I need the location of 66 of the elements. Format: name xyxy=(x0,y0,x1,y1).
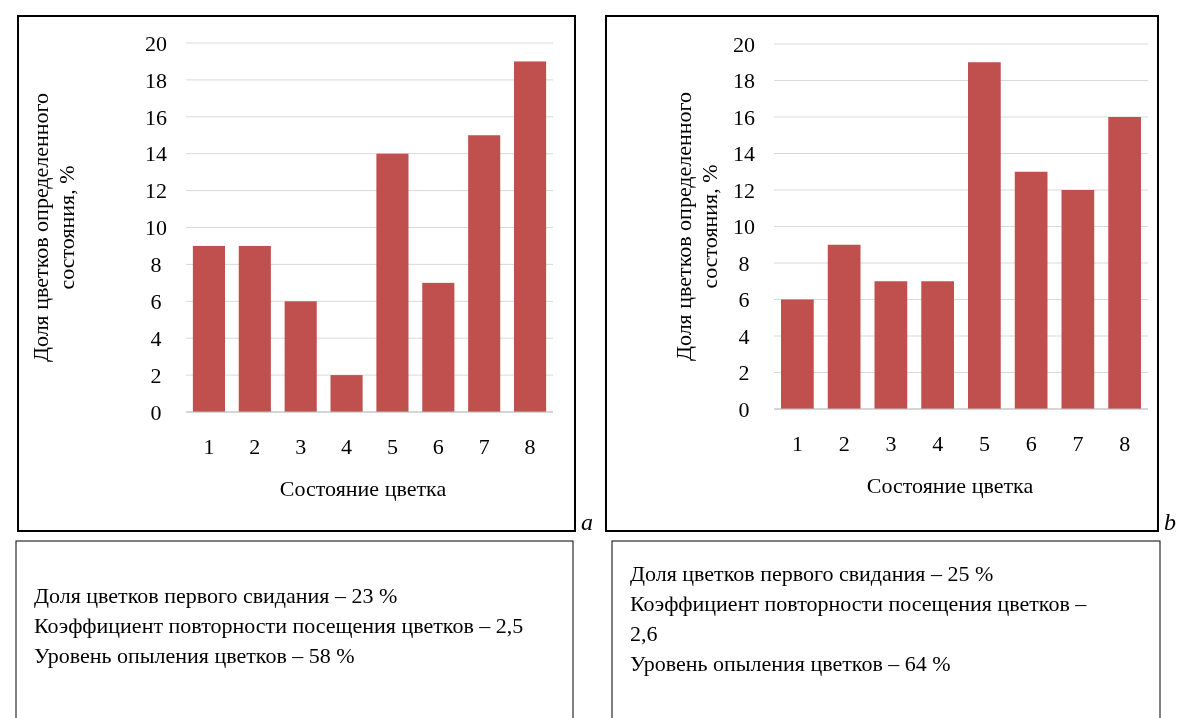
y-tick-label: 4 xyxy=(738,323,750,349)
x-tick-label: 8 xyxy=(1119,431,1131,456)
x-tick-label: 7 xyxy=(478,434,490,459)
y-tick-label: 8 xyxy=(150,252,162,278)
y-tick-label: 4 xyxy=(150,325,162,351)
y-tick-label: 14 xyxy=(145,141,167,167)
y-tick-label: 12 xyxy=(145,178,167,204)
y-tick-label: 18 xyxy=(733,68,755,94)
bar xyxy=(514,61,547,412)
bar xyxy=(781,299,814,409)
bar xyxy=(376,153,409,412)
text: a xyxy=(581,509,593,535)
y-tick-label: 16 xyxy=(733,104,755,130)
x-tick-label: 5 xyxy=(978,431,990,456)
bar xyxy=(921,281,954,409)
y-tick-label: 10 xyxy=(145,215,167,241)
y-tick-label: 0 xyxy=(150,399,162,425)
y-tick-label: 0 xyxy=(738,396,750,422)
bar xyxy=(874,281,908,409)
x-tick-label: 5 xyxy=(386,434,398,459)
bar xyxy=(330,375,363,412)
bar xyxy=(192,245,225,412)
bar xyxy=(1108,117,1141,409)
x-tick-label: 1 xyxy=(791,431,803,456)
x-tick-label: 2 xyxy=(249,434,261,459)
x-axis-title: Состояние цветка xyxy=(279,476,447,501)
text: Коэффициент повторности посещения цветков – 2,5 xyxy=(34,612,525,640)
y-tick-label: 16 xyxy=(145,104,167,130)
x-tick-label: 6 xyxy=(432,434,444,459)
text: Доля цветков первого свидания – 25 % xyxy=(630,560,995,588)
y-axis-title: Доля цветков определенного состояния, % xyxy=(28,92,79,363)
y-tick-label: 8 xyxy=(738,250,750,276)
x-tick-label: 1 xyxy=(203,434,215,459)
text: Уровень опыления цветков – 64 % xyxy=(630,650,952,678)
y-tick-label: 14 xyxy=(733,141,755,167)
text: Уровень опыления цветков – 58 % xyxy=(34,642,356,670)
text: Доля цветков первого свидания – 23 % xyxy=(34,582,399,610)
text: b xyxy=(1164,509,1176,535)
x-tick-label: 7 xyxy=(1072,431,1084,456)
bar xyxy=(1014,171,1048,409)
bar xyxy=(422,282,455,412)
x-tick-label: 8 xyxy=(524,434,536,459)
y-tick-label: 20 xyxy=(145,30,167,56)
bar xyxy=(468,135,501,412)
y-tick-label: 18 xyxy=(145,67,167,93)
x-axis-title: Состояние цветка xyxy=(866,473,1034,498)
y-tick-label: 2 xyxy=(150,362,162,388)
y-tick-label: 20 xyxy=(733,31,755,57)
bar xyxy=(284,301,317,412)
x-tick-label: 3 xyxy=(295,434,307,459)
bar xyxy=(238,245,271,412)
bar xyxy=(827,244,861,409)
bar xyxy=(968,62,1001,409)
y-tick-label: 2 xyxy=(738,360,750,386)
y-tick-label: 6 xyxy=(738,287,750,313)
x-tick-label: 2 xyxy=(838,431,850,456)
y-tick-label: 10 xyxy=(733,214,755,240)
x-tick-label: 6 xyxy=(1025,431,1037,456)
x-tick-label: 4 xyxy=(932,431,944,456)
bar xyxy=(1061,190,1095,409)
x-tick-label: 4 xyxy=(341,434,353,459)
y-tick-label: 6 xyxy=(150,289,162,314)
text: Коэффициент повторности посещения цветков – 2,6 xyxy=(630,590,1088,648)
x-tick-label: 3 xyxy=(885,431,897,456)
y-tick-label: 12 xyxy=(733,177,755,203)
y-axis-title: Доля цветков определенного состояния, % xyxy=(671,91,722,362)
